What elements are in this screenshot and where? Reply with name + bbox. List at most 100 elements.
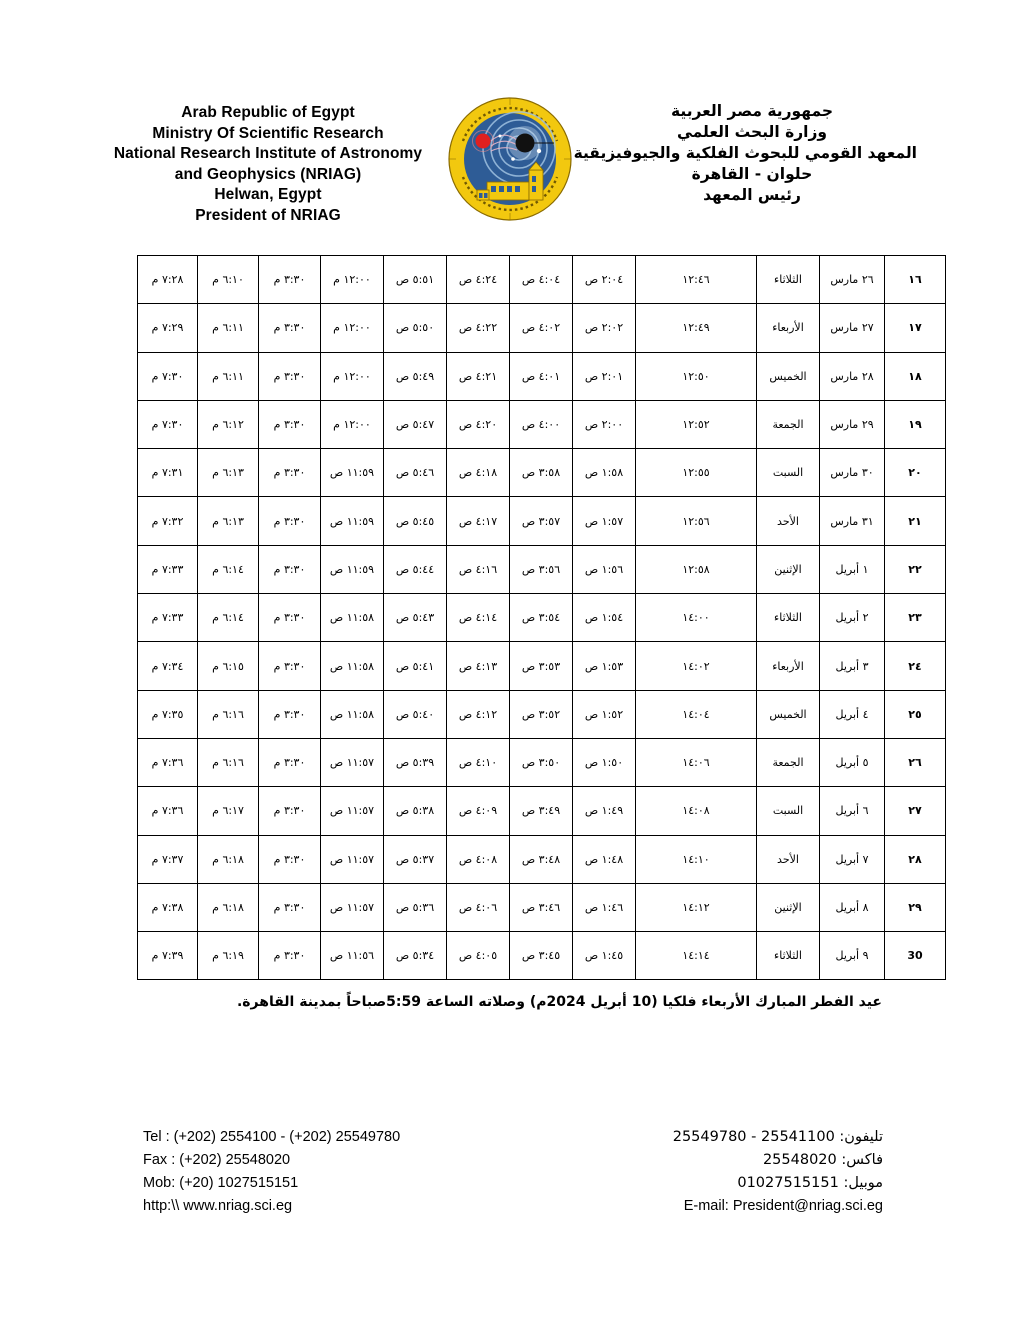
- row-time-1: ١:٤٨ ص: [572, 834, 636, 884]
- row-time-7: ٦:١١ م: [197, 303, 259, 353]
- row-time-5: ١١:٥٨ ص: [320, 689, 384, 739]
- row-time-4: ٥:٤٩ ص: [383, 351, 447, 401]
- row-time-5: ١١:٥٧ ص: [320, 834, 384, 884]
- row-time-6: ٣:٣٠ م: [258, 303, 321, 353]
- footer-email-link[interactable]: E-mail: President@nriag.sci.eg: [683, 1198, 883, 1214]
- row-time-5: ١١:٥٩ ص: [320, 448, 384, 498]
- row-date: ٢ أبريل: [819, 593, 885, 643]
- row-weekday: الأحد: [756, 496, 820, 546]
- row-time-8: ٧:٢٩ م: [137, 303, 198, 353]
- row-time-7: ٦:١٨ م: [197, 882, 259, 933]
- row-time-3: ٤:٢٠ ص: [446, 399, 510, 450]
- row-time-3: ٤:١٤ ص: [446, 593, 510, 643]
- row-date: ٦ أبريل: [819, 786, 885, 836]
- table-row: ٢١ ٣١ مارس الأحد ١٢:٥٦ ١:٥٧ ص ٣:٥٧ ص ٤:١٧ ص ٥:٤…: [137, 496, 946, 546]
- row-index: ٢١: [884, 496, 946, 546]
- row-weekday: الثلاثاء: [756, 254, 820, 305]
- row-index: 30: [884, 931, 946, 981]
- row-time-1: ٢:٠١ ص: [572, 351, 636, 401]
- prayer-times-body: ١٦ ٢٦ مارس الثلاثاء ١٢:٤٦ ٢:٠٤ ص ٤:٠٤ ص ٤:٢٤ ص…: [137, 254, 946, 981]
- footer-website-link[interactable]: http:\\ www.nriag.sci.eg: [143, 1198, 293, 1214]
- row-time-8: ٧:٣١ م: [137, 448, 198, 498]
- row-weekday: الثلاثاء: [756, 593, 820, 643]
- row-index: ٢٢: [884, 544, 946, 595]
- row-time-6: ٣:٣٠ م: [258, 593, 321, 643]
- row-time-6: ٣:٣٠ م: [258, 399, 321, 450]
- row-time-7: ٦:١٨ م: [197, 834, 259, 884]
- row-weekday: الخميس: [756, 351, 820, 401]
- row-weekday: الإثنين: [756, 882, 820, 933]
- row-time-1: ١:٥٦ ص: [572, 544, 636, 595]
- row-time-4: ٥:٣٩ ص: [383, 737, 447, 788]
- prayer-times-table: ١٦ ٢٦ مارس الثلاثاء ١٢:٤٦ ٢:٠٤ ص ٤:٠٤ ص ٤:٢٤ ص…: [137, 254, 946, 981]
- row-weekday: الثلاثاء: [756, 931, 820, 981]
- row-time-6: ٣:٣٠ م: [258, 351, 321, 401]
- header-arabic-block: جمهورية مصر العربية وزارة البحث العلمي ا…: [573, 96, 917, 206]
- row-time-2: ٣:٤٨ ص: [509, 834, 573, 884]
- row-duration: ١٤:١٤: [635, 931, 757, 981]
- footer-english-contacts: Tel : (+202) 2554100 - (+202) 25549780 F…: [137, 1126, 473, 1218]
- table-row: ١٧ ٢٧ مارس الأربعاء ١٢:٤٩ ٢:٠٢ ص ٤:٠٢ ص ٤:٢٢ ص…: [137, 303, 946, 353]
- row-time-8: ٧:٣٦ م: [137, 737, 198, 788]
- header-english-block: Arab Republic of Egypt Ministry Of Scien…: [103, 96, 433, 226]
- table-row: ٢٥ ٤ أبريل الخميس ١٤:٠٤ ١:٥٢ ص ٣:٥٢ ص ٤:١٢ ص ٥:…: [137, 689, 946, 739]
- row-time-2: ٣:٥٦ ص: [509, 544, 573, 595]
- row-time-5: ١١:٥٩ ص: [320, 544, 384, 595]
- row-time-2: ٣:٥٠ ص: [509, 737, 573, 788]
- row-time-4: ٥:٤٤ ص: [383, 544, 447, 595]
- row-time-1: ١:٤٦ ص: [572, 882, 636, 933]
- row-index: ٢٧: [884, 786, 946, 836]
- row-time-5: ١٢:٠٠ م: [320, 303, 384, 353]
- row-time-7: ٦:١٣ م: [197, 496, 259, 546]
- row-time-6: ٣:٣٠ م: [258, 254, 321, 305]
- row-time-6: ٣:٣٠ م: [258, 641, 321, 691]
- row-time-3: ٤:٠٥ ص: [446, 931, 510, 981]
- row-time-4: ٥:٤١ ص: [383, 641, 447, 691]
- row-weekday: السبت: [756, 786, 820, 836]
- row-time-4: ٥:٤٠ ص: [383, 689, 447, 739]
- footer-fax-line: Fax : (+202) 25548020: [143, 1152, 291, 1168]
- row-time-1: ١:٥٢ ص: [572, 689, 636, 739]
- row-date: ١ أبريل: [819, 544, 885, 595]
- table-row: ٢٧ ٦ أبريل السبت ١٤:٠٨ ١:٤٩ ص ٣:٤٩ ص ٤:٠٩ ص ٥:٣…: [137, 786, 946, 836]
- row-duration: ١٢:٥٥: [635, 448, 757, 498]
- row-date: ٩ أبريل: [819, 931, 885, 981]
- row-time-1: ١:٤٩ ص: [572, 786, 636, 836]
- row-time-3: ٤:١٠ ص: [446, 737, 510, 788]
- row-index: ٢٣: [884, 593, 946, 643]
- row-time-8: ٧:٣٣ م: [137, 544, 198, 595]
- row-time-8: ٧:٣٩ م: [137, 931, 198, 981]
- row-weekday: السبت: [756, 448, 820, 498]
- row-duration: ١٤:٠٦: [635, 737, 757, 788]
- row-time-5: ١٢:٠٠ م: [320, 254, 384, 305]
- row-time-4: ٥:٤٦ ص: [383, 448, 447, 498]
- row-time-2: ٣:٥٨ ص: [509, 448, 573, 498]
- row-time-4: ٥:٥١ ص: [383, 254, 447, 305]
- row-time-4: ٥:٣٤ ص: [383, 931, 447, 981]
- row-duration: ١٢:٤٦: [635, 254, 757, 305]
- row-time-3: ٤:٢٢ ص: [446, 303, 510, 353]
- row-time-6: ٣:٣٠ م: [258, 737, 321, 788]
- row-time-4: ٥:٤٥ ص: [383, 496, 447, 546]
- row-time-7: ٦:١٠ م: [197, 254, 259, 305]
- row-weekday: الإثنين: [756, 544, 820, 595]
- row-duration: ١٤:٠٨: [635, 786, 757, 836]
- table-row: ٢٤ ٣ أبريل الأربعاء ١٤:٠٢ ١:٥٣ ص ٣:٥٣ ص ٤:١٣ ص…: [137, 641, 946, 691]
- row-time-8: ٧:٣٧ م: [137, 834, 198, 884]
- row-time-5: ١٢:٠٠ م: [320, 351, 384, 401]
- table-row: ١٩ ٢٩ مارس الجمعة ١٢:٥٢ ٢:٠٠ ص ٤:٠٠ ص ٤:٢٠ ص ٥:…: [137, 399, 946, 450]
- row-time-2: ٤:٠٤ ص: [509, 254, 573, 305]
- nriag-logo-icon: [448, 97, 572, 221]
- row-time-7: ٦:١٣ م: [197, 448, 259, 498]
- row-time-1: ١:٥٣ ص: [572, 641, 636, 691]
- row-weekday: الأحد: [756, 834, 820, 884]
- table-row: ٢٣ ٢ أبريل الثلاثاء ١٤:٠٠ ١:٥٤ ص ٣:٥٤ ص ٤:١٤ ص…: [137, 593, 946, 643]
- eid-footnote: عيد الفطر المبارك الأربعاء فلكيا (10 أبر…: [236, 994, 882, 1010]
- row-time-3: ٤:٠٦ ص: [446, 882, 510, 933]
- header-ar-line-3: المعهد القومي للبحوث الفلكية والجيوفيزيق…: [573, 144, 917, 162]
- row-time-6: ٣:٣٠ م: [258, 448, 321, 498]
- header-ar-line-4: حلوان - القاهرة: [691, 165, 813, 183]
- row-weekday: الجمعة: [756, 737, 820, 788]
- row-time-5: ١٢:٠٠ م: [320, 399, 384, 450]
